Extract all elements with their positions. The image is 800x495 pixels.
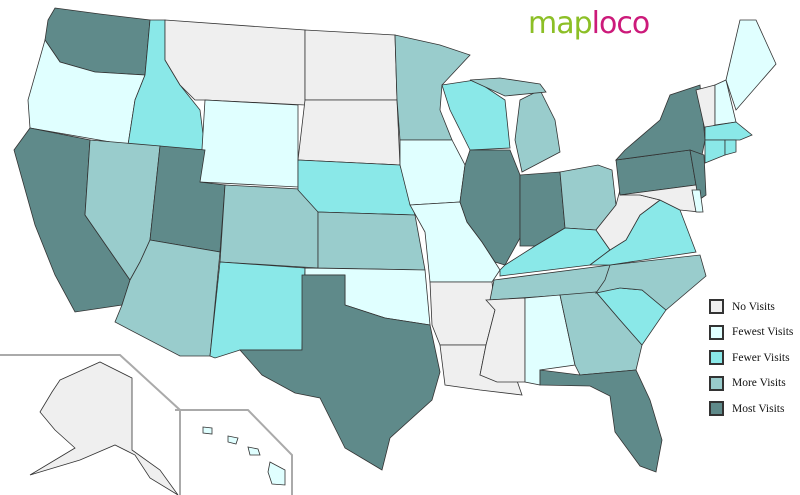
state-ar[interactable] <box>429 281 496 346</box>
state-mn[interactable] <box>394 34 471 141</box>
state-ct[interactable] <box>704 139 726 164</box>
state-il[interactable] <box>459 149 521 266</box>
legend-label: More Visits <box>732 377 786 390</box>
legend-swatch <box>709 401 724 417</box>
state-nm[interactable] <box>209 261 306 359</box>
state-ma[interactable] <box>704 121 753 141</box>
state-nc[interactable] <box>595 254 707 311</box>
state-ri[interactable] <box>724 139 737 156</box>
legend-swatch <box>709 324 724 340</box>
state-mi[interactable] <box>469 77 547 97</box>
legend-label: Fewest Visits <box>732 326 794 339</box>
legend-swatch <box>709 375 724 391</box>
hawaii-inset-frame <box>175 409 293 495</box>
legend-label: No Visits <box>732 300 775 313</box>
state-ia[interactable] <box>399 139 466 206</box>
state-hi[interactable] <box>247 446 261 456</box>
state-hi[interactable] <box>267 461 286 486</box>
state-wy[interactable] <box>199 99 299 188</box>
legend-label: Fewer Visits <box>732 351 790 364</box>
state-md[interactable] <box>619 184 701 213</box>
logo-loco: loco <box>591 6 651 41</box>
legend-item-none: No Visits <box>709 294 793 320</box>
state-ks[interactable] <box>317 211 426 271</box>
states-layer <box>13 7 777 495</box>
state-hi[interactable] <box>202 426 213 435</box>
state-az[interactable] <box>114 239 221 357</box>
state-fl[interactable] <box>539 369 663 473</box>
state-nd[interactable] <box>304 29 398 101</box>
legend-item-fewer: Fewer Visits <box>709 345 793 371</box>
state-mi[interactable] <box>514 89 561 173</box>
state-ny[interactable] <box>614 84 706 161</box>
legend-item-fewest: Fewest Visits <box>709 320 793 346</box>
alaska-inset-frame <box>0 354 181 495</box>
state-ne[interactable] <box>297 159 416 216</box>
state-sd[interactable] <box>297 99 401 166</box>
state-ak[interactable] <box>29 361 179 495</box>
legend: No Visits Fewest Visits Fewer Visits Mor… <box>709 294 793 422</box>
state-co[interactable] <box>219 184 319 269</box>
state-me[interactable] <box>725 19 777 111</box>
legend-swatch <box>709 299 724 315</box>
legend-swatch <box>709 350 724 366</box>
state-hi[interactable] <box>227 435 239 445</box>
legend-item-more: More Visits <box>709 371 793 397</box>
legend-label: Most Visits <box>732 402 785 415</box>
state-de[interactable] <box>691 189 704 213</box>
logo-map: map <box>528 6 593 41</box>
maploco-logo: maploco <box>528 6 651 41</box>
legend-item-most: Most Visits <box>709 396 793 422</box>
state-tx[interactable] <box>239 274 441 471</box>
